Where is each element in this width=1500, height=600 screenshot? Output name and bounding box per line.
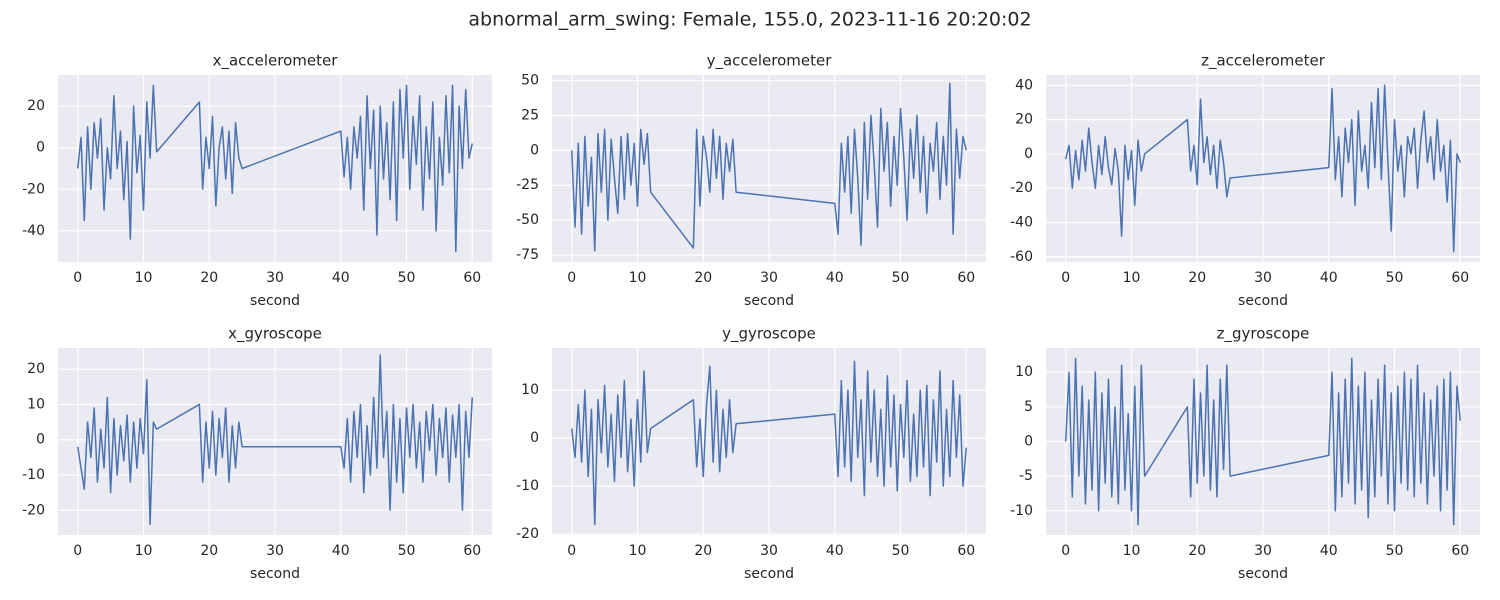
- y-tick-label: -25: [516, 177, 539, 193]
- x-tick-label: 0: [567, 543, 576, 559]
- x-tick-label: 0: [73, 270, 82, 286]
- subplot-title: z_gyroscope: [1217, 325, 1310, 344]
- x-tick-label: 10: [135, 270, 153, 286]
- y-tick-label: -50: [516, 212, 539, 228]
- x-tick-label: 20: [694, 543, 712, 559]
- y-tick-label: 0: [36, 432, 45, 448]
- x-axis-label: second: [250, 293, 300, 309]
- x-tick-label: 40: [1320, 270, 1338, 286]
- x-tick-label: 40: [1320, 543, 1338, 559]
- x-tick-label: 0: [567, 270, 576, 286]
- subplot-title: y_gyroscope: [722, 325, 816, 344]
- x-tick-label: 20: [200, 543, 218, 559]
- y-tick-label: 5: [1024, 399, 1033, 415]
- y-tick-label: -10: [1010, 503, 1033, 519]
- y-tick-label: 40: [1015, 77, 1033, 93]
- y-tick-label: -40: [22, 223, 45, 239]
- y-tick-label: 0: [1024, 146, 1033, 162]
- x-tick-label: 10: [135, 543, 153, 559]
- x-tick-label: 10: [1123, 543, 1141, 559]
- y-tick-label: 25: [521, 107, 539, 123]
- subplot-title: x_accelerometer: [213, 52, 339, 71]
- y-tick-label: -60: [1010, 249, 1033, 265]
- x-axis-label: second: [1238, 566, 1288, 582]
- x-tick-label: 20: [1188, 270, 1206, 286]
- y-tick-label: -20: [1010, 180, 1033, 196]
- y-tick-label: 10: [27, 396, 45, 412]
- x-tick-label: 60: [957, 270, 975, 286]
- subplot-title: x_gyroscope: [228, 325, 322, 344]
- x-tick-label: 10: [629, 543, 647, 559]
- y-tick-label: -10: [22, 467, 45, 483]
- y-tick-label: 0: [530, 430, 539, 446]
- data-line: [76, 84, 474, 253]
- y-tick-label: 20: [1015, 112, 1033, 128]
- x-tick-label: 10: [629, 270, 647, 286]
- x-tick-label: 30: [760, 543, 778, 559]
- x-axis-label: second: [1238, 293, 1288, 309]
- data-line: [570, 360, 968, 526]
- x-tick-label: 50: [1386, 270, 1404, 286]
- x-tick-label: 60: [463, 270, 481, 286]
- y-tick-label: 0: [36, 140, 45, 156]
- x-tick-label: 50: [1386, 543, 1404, 559]
- data-line: [570, 82, 968, 252]
- y-tick-label: -20: [22, 502, 45, 518]
- x-tick-label: 10: [1123, 270, 1141, 286]
- data-line: [1064, 357, 1462, 526]
- y-tick-label: 20: [27, 98, 45, 114]
- y-tick-label: 10: [1015, 364, 1033, 380]
- y-tick-label: -5: [1019, 468, 1033, 484]
- x-tick-label: 40: [332, 543, 350, 559]
- x-tick-label: 60: [463, 543, 481, 559]
- x-tick-label: 20: [694, 270, 712, 286]
- x-tick-label: 20: [1188, 543, 1206, 559]
- y-tick-label: 20: [27, 361, 45, 377]
- figure-title: abnormal_arm_swing: Female, 155.0, 2023-…: [468, 9, 1031, 31]
- x-tick-label: 0: [1061, 543, 1070, 559]
- y-tick-label: -75: [516, 247, 539, 263]
- x-tick-label: 60: [1451, 543, 1469, 559]
- x-tick-label: 50: [398, 543, 416, 559]
- x-tick-label: 30: [1254, 270, 1272, 286]
- x-tick-label: 40: [332, 270, 350, 286]
- y-tick-label: 0: [1024, 434, 1033, 450]
- x-tick-label: 30: [266, 270, 284, 286]
- x-tick-label: 30: [1254, 543, 1272, 559]
- y-tick-label: -20: [516, 526, 539, 542]
- subplot-title: y_accelerometer: [707, 52, 833, 71]
- data-line: [1065, 84, 1461, 253]
- x-tick-label: 60: [957, 543, 975, 559]
- data-line: [76, 354, 474, 526]
- x-axis-label: second: [250, 566, 300, 582]
- x-axis-label: second: [744, 293, 794, 309]
- x-tick-label: 50: [892, 270, 910, 286]
- x-tick-label: 20: [200, 270, 218, 286]
- x-axis-label: second: [744, 566, 794, 582]
- y-tick-label: -40: [1010, 215, 1033, 231]
- y-tick-label: 10: [521, 382, 539, 398]
- x-tick-label: 0: [1061, 270, 1070, 286]
- y-tick-label: 0: [530, 142, 539, 158]
- x-tick-label: 30: [266, 543, 284, 559]
- y-tick-label: -20: [22, 181, 45, 197]
- x-tick-label: 30: [760, 270, 778, 286]
- x-tick-label: 0: [73, 543, 82, 559]
- x-tick-label: 50: [398, 270, 416, 286]
- y-tick-label: -10: [516, 478, 539, 494]
- x-tick-label: 40: [826, 543, 844, 559]
- x-tick-label: 50: [892, 543, 910, 559]
- x-tick-label: 60: [1451, 270, 1469, 286]
- subplot-title: z_accelerometer: [1201, 52, 1326, 71]
- x-tick-label: 40: [826, 270, 844, 286]
- y-tick-label: 50: [521, 73, 539, 89]
